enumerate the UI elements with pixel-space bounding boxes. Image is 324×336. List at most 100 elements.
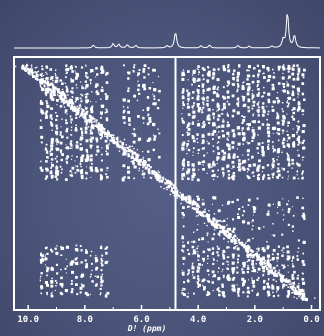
cross-peak: [192, 79, 194, 81]
cross-peak: [266, 212, 270, 216]
cross-peak: [152, 122, 156, 127]
cross-peak: [270, 267, 272, 269]
cross-peak: [272, 75, 276, 79]
cross-peak: [95, 138, 99, 142]
cross-peak: [94, 275, 96, 277]
cross-peak: [81, 134, 84, 137]
cross-peak: [192, 172, 194, 174]
cross-peak: [50, 141, 54, 145]
cross-peak: [257, 164, 261, 168]
cross-peak: [50, 122, 53, 126]
cross-peak: [109, 139, 111, 142]
cross-peak: [92, 118, 94, 120]
cross-peak: [181, 117, 184, 120]
cross-peak: [39, 84, 42, 86]
cross-peak: [142, 161, 144, 164]
cross-peak: [101, 86, 104, 89]
cross-peak: [202, 103, 205, 106]
cross-peak: [44, 246, 48, 250]
cross-peak: [46, 84, 50, 87]
cross-peak: [91, 280, 94, 283]
cross-peak: [226, 137, 228, 139]
cross-peak: [143, 87, 147, 91]
cross-peak: [55, 118, 58, 121]
cross-peak: [70, 78, 72, 80]
cross-peak: [231, 83, 234, 85]
cross-peak: [46, 115, 49, 118]
cross-peak: [212, 178, 215, 181]
cross-peak: [233, 69, 236, 72]
cross-peak: [256, 253, 259, 255]
cross-peak: [190, 196, 192, 198]
cross-peak: [228, 103, 231, 106]
cross-peak: [106, 291, 110, 295]
cross-peak: [85, 171, 88, 174]
cross-peak: [66, 88, 69, 90]
cross-peak: [228, 277, 231, 280]
cross-peak: [56, 147, 60, 151]
cross-peak: [231, 141, 235, 145]
cross-peak: [212, 290, 214, 292]
cross-peak: [287, 78, 289, 80]
cross-peak: [252, 237, 254, 240]
cross-peak: [50, 82, 54, 86]
cross-peak: [78, 105, 81, 107]
cross-peak: [294, 290, 298, 293]
cross-peak: [88, 122, 90, 124]
cross-peak: [124, 149, 127, 151]
cross-peak: [242, 160, 246, 164]
cross-peak: [237, 105, 240, 107]
cross-peak: [191, 74, 194, 76]
cross-peak: [227, 155, 231, 159]
cross-peak: [158, 171, 160, 174]
cross-peak: [242, 282, 245, 286]
cross-peak: [234, 240, 236, 242]
cross-peak: [262, 287, 265, 290]
cross-peak: [71, 108, 75, 112]
cross-peak: [297, 68, 300, 70]
cross-peak: [21, 66, 25, 70]
cross-peak: [191, 178, 194, 181]
cross-peak: [202, 97, 206, 101]
cross-peak: [282, 129, 285, 132]
cross-peak: [74, 160, 76, 162]
cross-peak: [174, 183, 176, 185]
x-tick-label: 10.0: [17, 315, 39, 325]
cross-peak: [282, 116, 286, 120]
cross-peak: [191, 262, 194, 265]
cross-peak: [268, 74, 272, 78]
cross-peak: [54, 157, 57, 160]
cross-peak: [197, 245, 199, 247]
cross-peak: [280, 278, 282, 280]
cross-peak: [92, 124, 94, 127]
cross-peak: [245, 242, 247, 244]
cross-peak: [219, 219, 222, 222]
cross-peak: [253, 269, 257, 273]
cross-peak: [86, 92, 89, 96]
cross-peak: [59, 149, 63, 152]
cross-peak: [286, 130, 288, 132]
cross-peak: [117, 144, 119, 146]
cross-peak: [95, 76, 97, 78]
cross-peak: [251, 221, 253, 223]
cross-peak: [183, 198, 186, 201]
cross-peak: [193, 231, 195, 233]
cross-peak: [50, 267, 54, 271]
cross-peak: [273, 148, 276, 152]
cross-peak: [75, 172, 77, 174]
cross-peak: [221, 228, 224, 231]
cross-peak: [201, 139, 205, 143]
cross-peak: [155, 172, 157, 174]
cross-peak: [258, 254, 260, 256]
cross-peak: [46, 102, 49, 105]
cross-peak: [269, 267, 271, 269]
cross-peak: [56, 272, 59, 275]
cross-peak: [90, 136, 92, 138]
cross-peak: [267, 123, 270, 126]
cross-peak: [45, 89, 48, 92]
cross-peak: [192, 274, 194, 276]
cross-peak: [106, 137, 109, 140]
cross-peak: [236, 237, 238, 239]
cross-peak: [286, 68, 288, 70]
cross-peak: [276, 252, 279, 255]
